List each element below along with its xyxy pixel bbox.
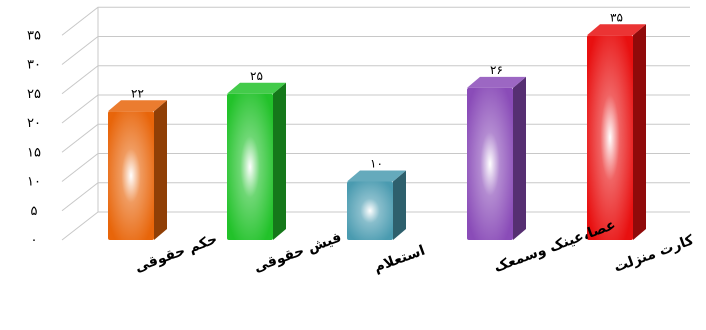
- bar-1: ۲۲: [108, 86, 167, 240]
- y-tick-label: ۵: [31, 204, 38, 219]
- bars: ۲۲ ۲۵ ۱۰ ۲۶ ۳۵: [108, 10, 646, 241]
- bar-front: [587, 35, 633, 240]
- bar-top: [227, 82, 286, 94]
- y-tick-label: ۱۰: [27, 175, 41, 190]
- y-tick-label: ۲۰: [27, 116, 41, 131]
- y-axis: ۰ ۵ ۱۰ ۱۵ ۲۰ ۲۵ ۳۰ ۳۵: [27, 28, 41, 248]
- bar-top: [108, 100, 167, 112]
- bar-front: [467, 87, 513, 241]
- bar-front: [347, 181, 393, 240]
- data-label: ۳۵: [610, 10, 623, 24]
- bar-side: [513, 76, 526, 241]
- bar-front: [227, 93, 273, 240]
- bar-4: ۲۶: [467, 63, 526, 241]
- bar-side: [273, 82, 286, 240]
- y-tick-label: ۳۵: [27, 28, 41, 43]
- y-tick-label: ۰: [31, 233, 38, 248]
- data-label: ۲۲: [131, 86, 144, 100]
- bar-top: [467, 76, 526, 88]
- bar-5: ۳۵: [587, 10, 646, 240]
- y-tick-label: ۳۰: [27, 58, 41, 73]
- bar-top: [587, 24, 646, 36]
- data-label: ۲۵: [250, 69, 263, 83]
- y-tick-label: ۱۵: [27, 145, 41, 160]
- data-label: ۱۰: [370, 157, 383, 171]
- bar-side: [633, 24, 646, 240]
- x-tick-label: استعلام: [372, 243, 427, 276]
- bar-2: ۲۵: [227, 69, 286, 240]
- bar-top: [347, 170, 406, 182]
- grid: [61, 6, 690, 241]
- y-tick-label: ۲۵: [27, 87, 41, 102]
- x-axis: حکم حقوقی فیش حقوقی استعلام عصا،عینک وسمعکک…: [133, 217, 697, 276]
- bar-3: ۱۰: [347, 157, 406, 240]
- bar-side: [393, 170, 406, 240]
- data-label: ۲۶: [490, 63, 503, 77]
- bar-front: [108, 111, 154, 240]
- bar-side: [154, 100, 167, 240]
